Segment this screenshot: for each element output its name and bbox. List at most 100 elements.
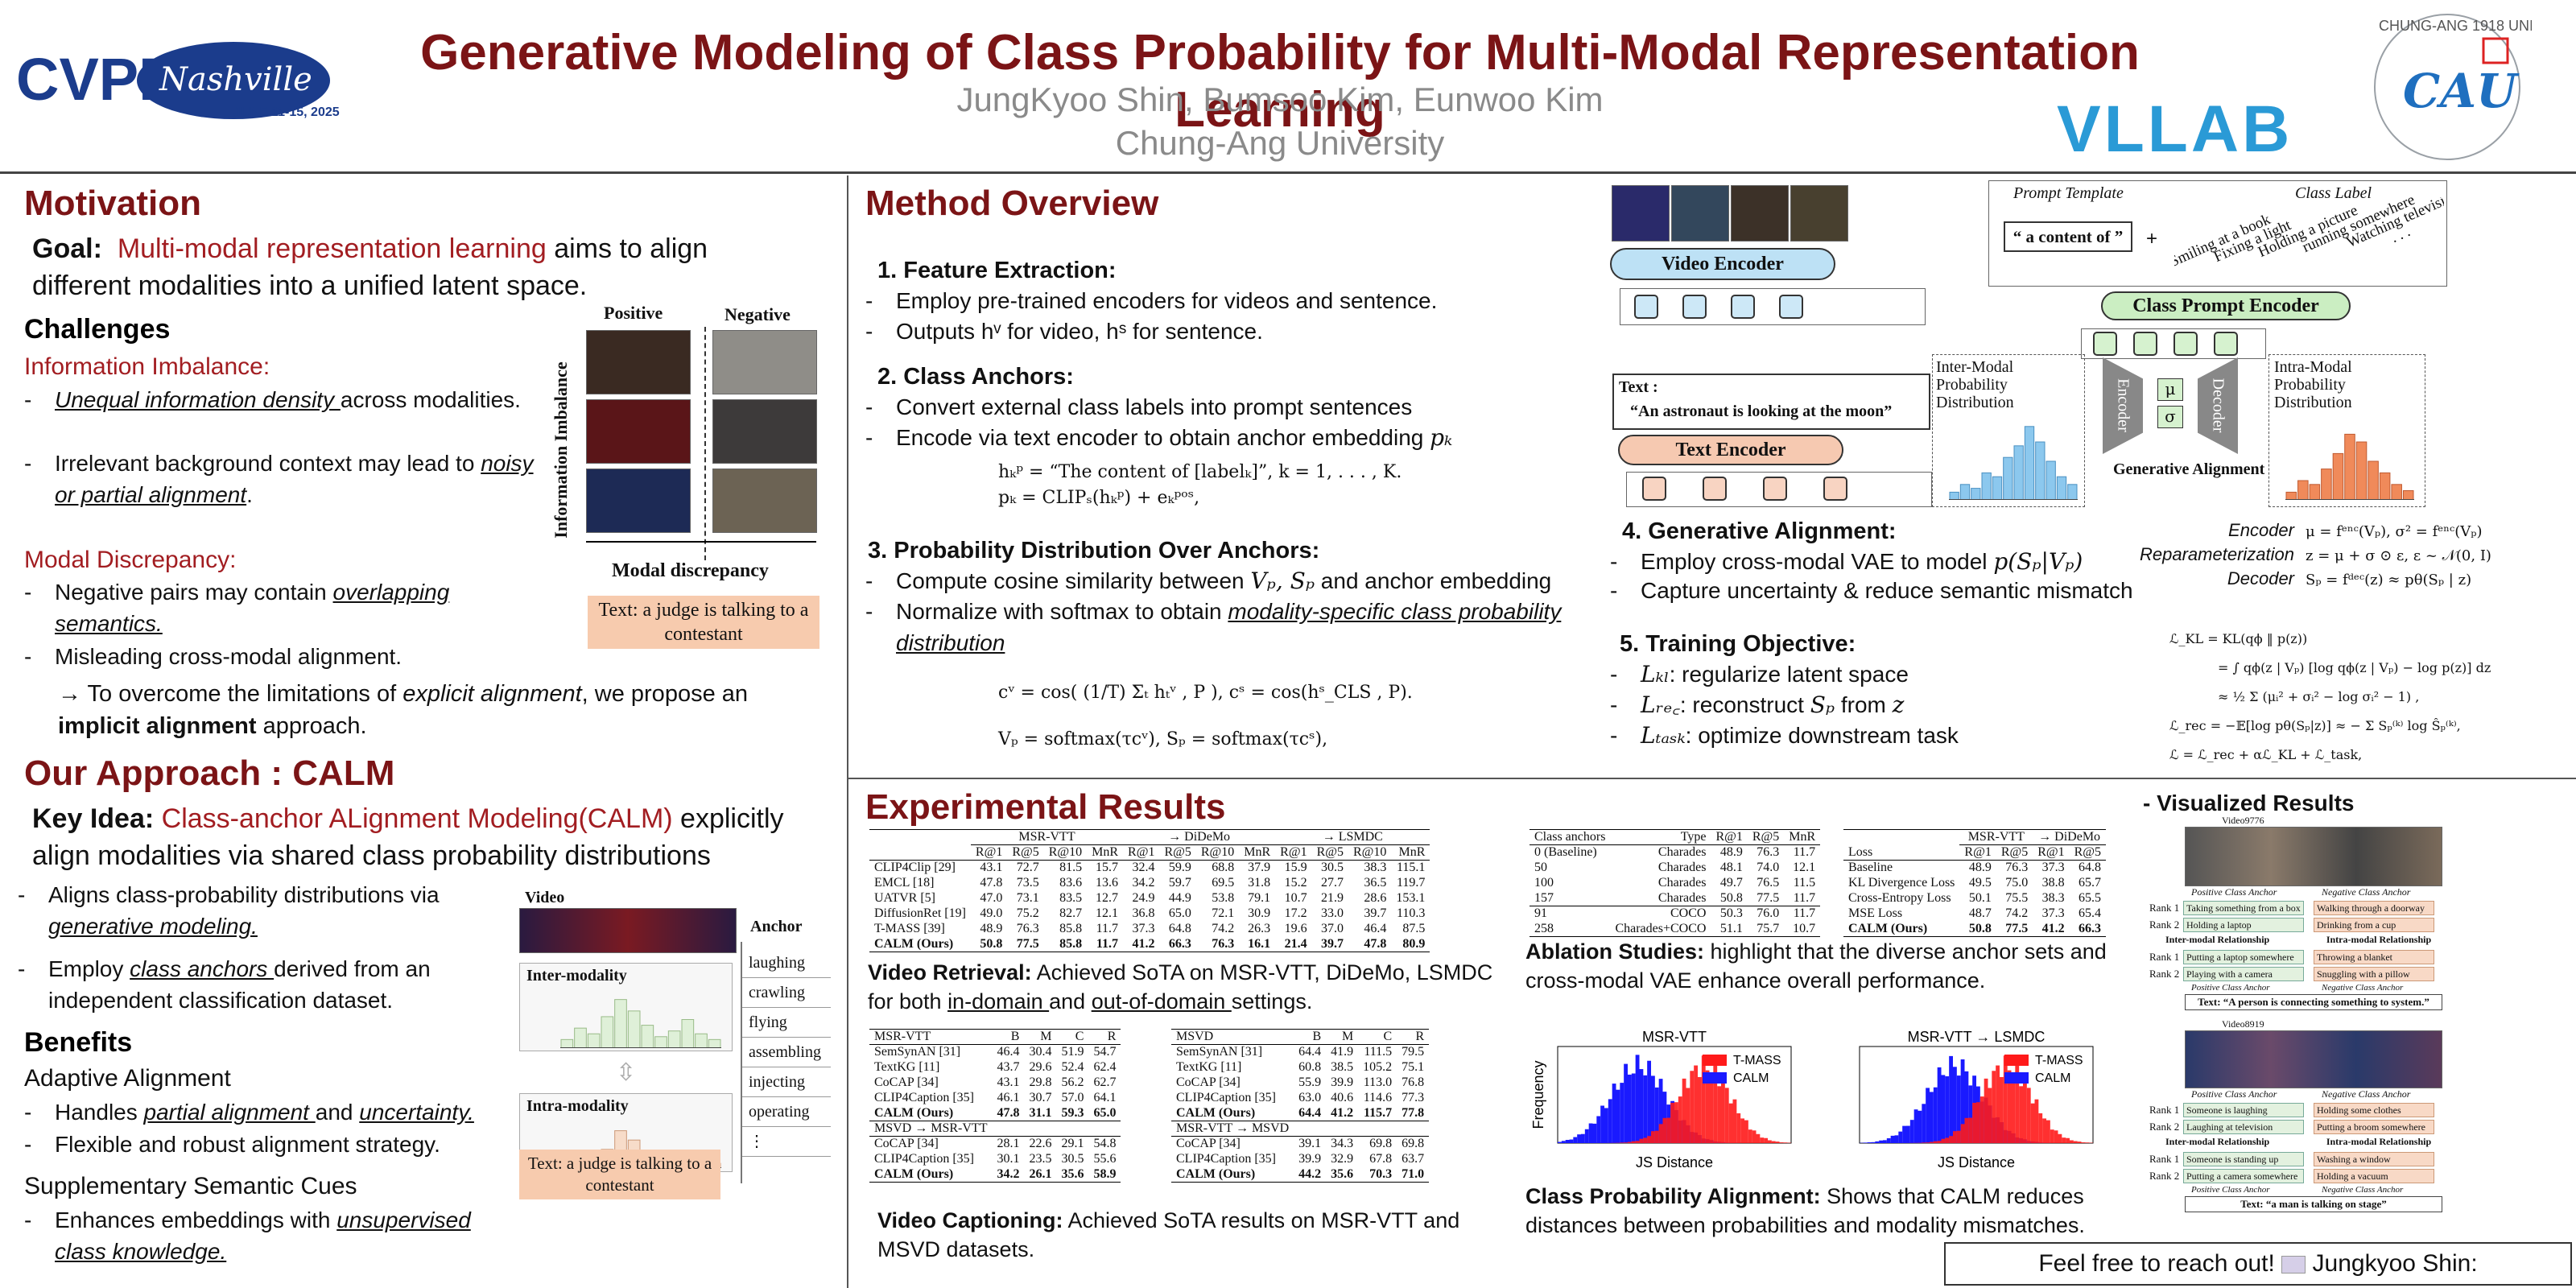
table-cell: 64.8: [2079, 861, 2102, 875]
caption-table-left: MSR-VTT B M C R SemSynAN [31] 46.4 30.4 51.9 54.7…: [869, 1029, 1121, 1183]
table-cell: Charades: [1657, 861, 1707, 874]
table-cell: CALM (Ours): [869, 1166, 993, 1183]
table-cell: 65.7: [2079, 876, 2102, 890]
positive-frame-3: [586, 469, 691, 533]
table-cell: 48.9: [1719, 845, 1743, 860]
tmass-bar: [1682, 1078, 1686, 1143]
calm-bar: [1906, 1125, 1910, 1143]
blue-bar-4: [1992, 476, 2003, 500]
calm-bar: [1930, 1092, 1934, 1143]
tmass-bar: [1651, 1131, 1655, 1143]
approach-item-1: Aligns class-probability distributions v…: [18, 879, 501, 942]
blue-bar-9: [2046, 460, 2056, 500]
calm-bar: [1647, 1060, 1651, 1143]
table-cell: 105.2: [1363, 1060, 1393, 1074]
tmass-bar: [1752, 1130, 1757, 1143]
inter-bar-0: [560, 1038, 574, 1048]
table-cell: 47.8: [980, 876, 1003, 890]
table-cell: R@5: [2069, 844, 2107, 861]
positive-anchor-cell: Holding a laptop: [2183, 918, 2304, 932]
tmass-bar: [1984, 1078, 1988, 1143]
table-cell: 76.5: [1757, 876, 1780, 890]
objective-equation: = ∫ qϕ(z | Vₚ) [log qϕ(z | Vₚ) − log p(z…: [2218, 660, 2491, 675]
table-cell: 85.8: [1059, 922, 1083, 935]
calm-bar: [1596, 1116, 1601, 1143]
calm-bar: [1573, 1137, 1578, 1143]
table-cell: CALM (Ours): [1171, 1166, 1294, 1183]
calm-bar: [1922, 1104, 1926, 1143]
vae-equation-label: Decoder: [2227, 568, 2294, 588]
calm-bar: [1561, 1141, 1566, 1143]
table-cell: Loss: [1843, 844, 1960, 861]
anchor-item: flying: [742, 1008, 831, 1038]
tmass-bar: [1628, 1141, 1632, 1143]
inter-bar-1: [574, 1027, 587, 1048]
visualized-video-id: Video8919: [2222, 1018, 2264, 1030]
tmass-bar: [2050, 1129, 2054, 1143]
goal-label: Goal:: [32, 233, 102, 264]
tmass-bar: [1686, 1088, 1690, 1143]
modal-discrepancy-label: Modal discrepancy: [612, 560, 769, 581]
adaptive-item-2: Flexible and robust alignment strategy.: [24, 1129, 539, 1160]
mail-icon: [2281, 1256, 2306, 1274]
table-cell: 114.6: [1363, 1091, 1393, 1104]
calm-bar: [1890, 1135, 1895, 1143]
table-cell: 47.8: [1348, 936, 1392, 952]
table-cell: 43.1: [997, 1075, 1020, 1089]
semantic-title: Supplementary Semantic Cues: [24, 1173, 357, 1199]
s3-title: 3. Probability Distribution Over Anchors…: [868, 538, 1320, 564]
table-group-header: MSR-VTT: [970, 829, 1124, 845]
table-cell: 11.7: [1096, 922, 1119, 935]
relationship-row: Inter-modal Relationship Intra-modal Rela…: [2149, 1136, 2447, 1150]
table-cell: 11.7: [1087, 936, 1124, 952]
table-cell: 66.3: [2069, 921, 2107, 937]
inter-bar-7: [654, 1036, 667, 1048]
tmass-bar: [1620, 1142, 1624, 1143]
table-cell: MSVD: [1171, 1029, 1294, 1045]
table-cell: 21.4: [1275, 936, 1312, 952]
table-cell: 41.2: [1123, 936, 1160, 952]
table-cell: 91: [1530, 906, 1611, 922]
tmass-bar: [2023, 1080, 2027, 1143]
positive-anchor-head: Positive Class Anchor: [2191, 1088, 2277, 1100]
table-cell: Cross-Entropy Loss: [1848, 891, 1951, 905]
histogram-msrvtt: MSR-VTT T-MASS CALM JS Distance Frequency: [1530, 1030, 1792, 1170]
calm-bar: [1631, 1073, 1636, 1143]
rank-row: Rank 2 Holding a laptop Drinking from a cu…: [2149, 917, 2447, 933]
table-cell: 36.5: [1364, 876, 1387, 890]
table-cell: 65.4: [2079, 906, 2102, 920]
calm-bar: [1616, 1089, 1620, 1143]
table-cell: 50.3: [1711, 906, 1748, 922]
loss-ablation-table: MSR-VTT → DiDeMo Loss R@1 R@5 R@1 R@5 Baseline 4…: [1843, 829, 2107, 937]
anchor-item: assembling: [742, 1038, 831, 1067]
approach-title: Our Approach : CALM: [24, 753, 395, 793]
tmass-bar: [1783, 1142, 1788, 1143]
table-cell: 48.9: [980, 922, 1003, 935]
table-cell: 0 (Baseline): [1534, 845, 1597, 860]
tmass-bar: [1721, 1080, 1725, 1143]
table-cell: 44.9: [1168, 891, 1191, 905]
table-cell: MSR-VTT → MSVD: [1171, 1121, 1294, 1137]
vae-equation-row: Decoder Sₚ = fᵈᵉᶜ(z) ≈ pθ(Sₚ | z): [2133, 568, 2568, 592]
table-cell: 71.0: [1397, 1166, 1430, 1183]
table-cell: 35.6: [1056, 1166, 1089, 1183]
blue-bar-1: [1959, 484, 1971, 500]
table-cell: 49.5: [1968, 876, 1992, 890]
tmass-bar: [1968, 1117, 1973, 1143]
anchor-item: injecting: [742, 1067, 831, 1097]
table-cell: 76.3: [1757, 845, 1780, 860]
tmass-bar: [1639, 1138, 1644, 1143]
vae-equation: μ = fᵉⁿᶜ(Vₚ), σ² = fᵉⁿᶜ(Vₚ): [2306, 523, 2483, 540]
table-cell: 26.1: [1024, 1166, 1057, 1183]
table-cell: 56.2: [1061, 1075, 1084, 1089]
table-cell: 73.1: [1016, 891, 1039, 905]
benefits-title: Benefits: [24, 1027, 133, 1058]
table-cell: 63.7: [1402, 1152, 1425, 1166]
table-cell: 69.8: [1402, 1137, 1425, 1151]
table-group-row: MSR-VTT → DiDeMo → LSMDC: [869, 829, 1430, 845]
table-cell: 36.8: [1132, 906, 1155, 920]
rank-row: Rank 1 Taking something from a box Walking…: [2149, 900, 2447, 916]
table-cell: 13.6: [1096, 876, 1119, 890]
inter-bar-4: [614, 999, 627, 1048]
table-cell: 10.7: [1284, 891, 1307, 905]
